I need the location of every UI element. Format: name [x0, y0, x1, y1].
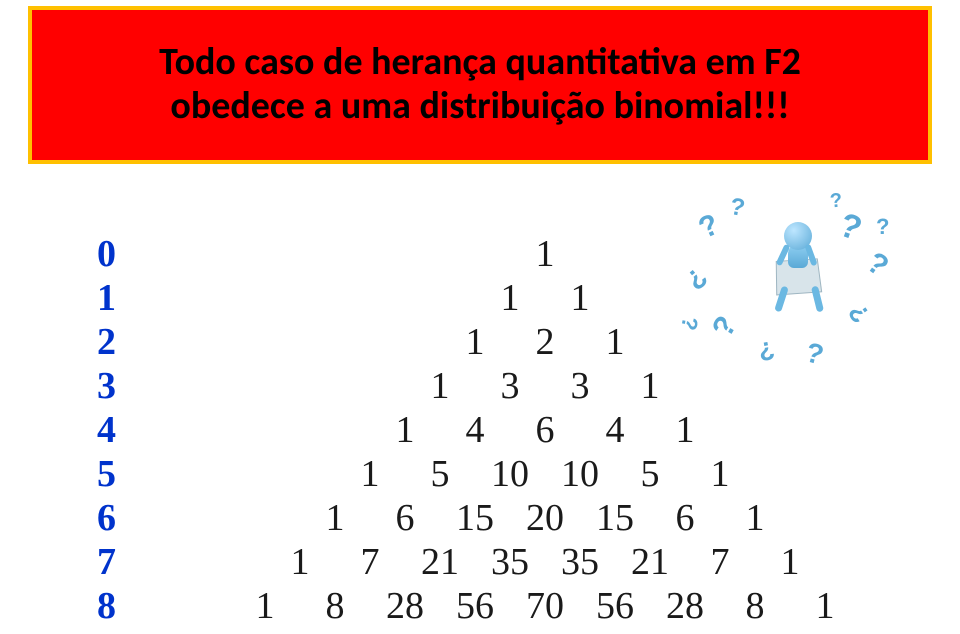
triangle-cell: 28: [370, 584, 440, 628]
triangle-cell: 8: [720, 584, 790, 628]
triangle-cell: 1: [405, 364, 475, 408]
question-mark-icon: ?: [802, 336, 827, 371]
triangle-cell: 1: [615, 364, 685, 408]
triangle-row: 172135352171: [170, 540, 920, 584]
triangle-row: 14641: [170, 408, 920, 452]
triangle-cell: 10: [545, 452, 615, 496]
triangle-cell: 6: [370, 496, 440, 540]
triangle-cell: 6: [510, 408, 580, 452]
triangle-cell: 21: [405, 540, 475, 584]
triangle-cell: 2: [510, 320, 580, 364]
question-mark-icon: ?: [694, 208, 725, 247]
thinker-illustration: ??¿??¿?¿??¿?: [680, 200, 900, 380]
title-banner: Todo caso de herança quantitativa em F2 …: [28, 6, 932, 164]
triangle-cell: 1: [370, 408, 440, 452]
triangle-cell: 8: [300, 584, 370, 628]
question-mark-icon: ¿: [678, 258, 712, 294]
triangle-cell: 1: [265, 540, 335, 584]
question-mark-icon: ?: [706, 311, 745, 344]
row-index: 6: [88, 496, 116, 540]
triangle-cell: 5: [405, 452, 475, 496]
triangle-row: 15101051: [170, 452, 920, 496]
row-index: 8: [88, 584, 116, 628]
triangle-cell: 56: [440, 584, 510, 628]
triangle-cell: 28: [650, 584, 720, 628]
banner-line-1: Todo caso de herança quantitativa em F2: [159, 41, 801, 85]
triangle-cell: 56: [580, 584, 650, 628]
triangle-cell: 1: [230, 584, 300, 628]
triangle-cell: 6: [650, 496, 720, 540]
question-mark-icon: ?: [876, 214, 889, 240]
triangle-cell: 4: [580, 408, 650, 452]
triangle-cell: 10: [475, 452, 545, 496]
triangle-cell: 35: [475, 540, 545, 584]
triangle-cell: 3: [545, 364, 615, 408]
triangle-cell: 1: [720, 496, 790, 540]
triangle-cell: 7: [335, 540, 405, 584]
triangle-cell: 1: [510, 232, 580, 276]
row-index: 2: [88, 320, 116, 364]
triangle-cell: 1: [650, 408, 720, 452]
triangle-cell: 1: [755, 540, 825, 584]
banner-line-2: obedece a uma distribuição binomial!!!: [170, 85, 789, 129]
triangle-row: 1615201561: [170, 496, 920, 540]
triangle-cell: 7: [685, 540, 755, 584]
row-index: 0: [88, 232, 116, 276]
question-mark-icon: ¿: [755, 331, 776, 364]
triangle-cell: 1: [685, 452, 755, 496]
triangle-cell: 3: [475, 364, 545, 408]
triangle-cell: 1: [475, 276, 545, 320]
triangle-cell: 1: [300, 496, 370, 540]
triangle-cell: 1: [545, 276, 615, 320]
row-index: 4: [88, 408, 116, 452]
triangle-cell: 4: [440, 408, 510, 452]
triangle-cell: 1: [580, 320, 650, 364]
triangle-cell: 1: [440, 320, 510, 364]
triangle-cell: 35: [545, 540, 615, 584]
triangle-cell: 70: [510, 584, 580, 628]
question-mark-icon: ?: [829, 190, 843, 214]
row-index: 3: [88, 364, 116, 408]
triangle-row: 18285670562881: [170, 584, 920, 628]
row-index: 5: [88, 452, 116, 496]
row-index: 7: [88, 540, 116, 584]
question-mark-icon: ?: [860, 246, 895, 284]
triangle-cell: 20: [510, 496, 580, 540]
triangle-cell: 1: [790, 584, 860, 628]
triangle-cell: 15: [580, 496, 650, 540]
triangle-cell: 15: [440, 496, 510, 540]
row-index: 1: [88, 276, 116, 320]
triangle-cell: 21: [615, 540, 685, 584]
triangle-cell: 1: [335, 452, 405, 496]
question-mark-icon: ¿: [845, 296, 880, 327]
question-mark-icon: ?: [728, 193, 747, 223]
triangle-cell: 5: [615, 452, 685, 496]
thinker-leg-right: [811, 286, 824, 313]
row-index-column: 012345678: [88, 232, 116, 628]
